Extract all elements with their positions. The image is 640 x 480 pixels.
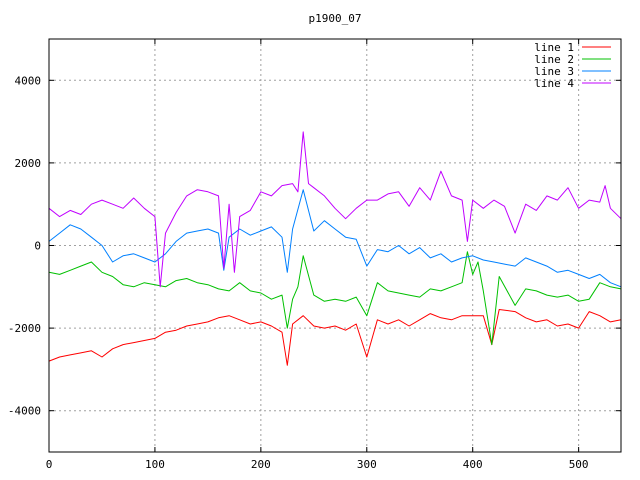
axis-ticks: 0 100 200 300 400 500 -4000 -2000 0 2000 4000 bbox=[8, 39, 621, 471]
series-line-2 bbox=[48, 251, 622, 346]
x-tick-label: 200 bbox=[251, 458, 271, 471]
series-line-4 bbox=[48, 131, 622, 288]
x-tick-label: 0 bbox=[46, 458, 53, 471]
legend-label-4: line 4 bbox=[534, 77, 574, 90]
grid bbox=[49, 39, 621, 452]
series-group bbox=[48, 131, 622, 366]
y-tick-label: 4000 bbox=[15, 74, 42, 87]
y-tick-label: 0 bbox=[34, 240, 41, 253]
y-tick-label: 2000 bbox=[15, 157, 42, 170]
y-tick-label: -2000 bbox=[8, 322, 41, 335]
y-tick-label: -4000 bbox=[8, 405, 41, 418]
legend-label-2: line 2 bbox=[534, 53, 574, 66]
x-tick-label: 400 bbox=[463, 458, 483, 471]
chart-title: p1900_07 bbox=[309, 12, 362, 25]
x-tick-label: 500 bbox=[569, 458, 589, 471]
legend-label-3: line 3 bbox=[534, 65, 574, 78]
x-tick-label: 300 bbox=[357, 458, 377, 471]
series-line-3 bbox=[48, 189, 622, 288]
legend-label-1: line 1 bbox=[534, 41, 574, 54]
series-line-1 bbox=[48, 309, 622, 366]
x-tick-label: 100 bbox=[145, 458, 165, 471]
